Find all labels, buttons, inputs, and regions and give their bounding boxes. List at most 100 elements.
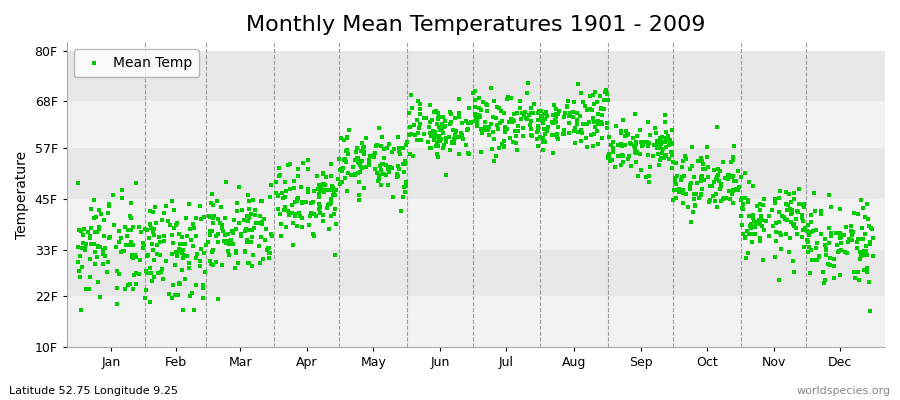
Point bbox=[856, 236, 870, 242]
Point bbox=[587, 131, 601, 137]
Point bbox=[206, 214, 220, 221]
Point bbox=[128, 252, 142, 258]
Point bbox=[756, 257, 770, 263]
Point bbox=[606, 144, 620, 151]
Point bbox=[757, 227, 771, 233]
Bar bbox=[67, 50, 885, 101]
Point bbox=[277, 206, 292, 213]
Point bbox=[429, 142, 444, 149]
Point bbox=[804, 212, 818, 218]
Point bbox=[318, 186, 332, 193]
Point bbox=[175, 250, 189, 256]
Point bbox=[594, 119, 608, 126]
Point bbox=[390, 174, 404, 180]
Point bbox=[573, 127, 588, 134]
Point bbox=[556, 127, 571, 134]
Point bbox=[530, 136, 544, 142]
Point bbox=[843, 228, 858, 235]
Point bbox=[369, 170, 383, 176]
Point bbox=[311, 182, 326, 188]
Point bbox=[397, 169, 411, 175]
Bar bbox=[67, 148, 885, 199]
Point bbox=[688, 202, 702, 208]
Point bbox=[157, 232, 171, 239]
Point bbox=[530, 117, 544, 123]
Point bbox=[142, 220, 157, 227]
Point bbox=[824, 230, 838, 236]
Point bbox=[614, 141, 628, 147]
Point bbox=[254, 234, 268, 240]
Point bbox=[649, 129, 663, 136]
Point bbox=[595, 112, 609, 118]
Point bbox=[791, 209, 806, 216]
Point bbox=[214, 225, 229, 231]
Point bbox=[245, 263, 259, 269]
Point bbox=[479, 101, 493, 107]
Point bbox=[822, 191, 836, 198]
Point bbox=[525, 133, 539, 139]
Point bbox=[140, 270, 154, 276]
Point bbox=[432, 127, 446, 133]
Point bbox=[642, 179, 656, 185]
Point bbox=[204, 249, 219, 255]
Point bbox=[768, 200, 782, 206]
Point bbox=[147, 226, 161, 232]
Point bbox=[436, 144, 451, 151]
Point bbox=[783, 211, 797, 217]
Point bbox=[567, 128, 581, 134]
Point bbox=[385, 165, 400, 171]
Point bbox=[744, 239, 759, 246]
Point bbox=[122, 212, 137, 219]
Point bbox=[590, 110, 605, 117]
Point bbox=[402, 110, 417, 117]
Point bbox=[399, 142, 413, 148]
Point bbox=[118, 286, 132, 292]
Point bbox=[443, 121, 457, 128]
Point bbox=[539, 109, 554, 116]
Point bbox=[417, 131, 431, 138]
Point bbox=[375, 161, 390, 167]
Point bbox=[265, 232, 279, 239]
Point bbox=[728, 178, 742, 184]
Point bbox=[299, 198, 313, 205]
Point bbox=[509, 140, 524, 147]
Point bbox=[745, 239, 760, 245]
Point bbox=[115, 187, 130, 194]
Point bbox=[805, 256, 819, 263]
Point bbox=[682, 182, 697, 188]
Point bbox=[197, 214, 211, 220]
Point bbox=[112, 228, 126, 234]
Point bbox=[431, 138, 446, 144]
Point bbox=[294, 224, 309, 230]
Point bbox=[263, 250, 277, 256]
Point bbox=[86, 241, 101, 247]
Point bbox=[834, 240, 849, 246]
Point bbox=[293, 184, 308, 190]
Point bbox=[623, 140, 637, 147]
Point bbox=[691, 158, 706, 164]
Point bbox=[436, 142, 451, 148]
Point bbox=[123, 281, 138, 287]
Point bbox=[261, 244, 275, 251]
Point bbox=[374, 182, 389, 188]
Point bbox=[380, 145, 394, 151]
Point bbox=[618, 128, 633, 134]
Point bbox=[696, 165, 710, 172]
Point bbox=[153, 239, 167, 246]
Point bbox=[545, 120, 560, 126]
Point bbox=[125, 286, 140, 293]
Point bbox=[551, 136, 565, 142]
Point bbox=[98, 252, 112, 259]
Point bbox=[556, 130, 571, 137]
Point bbox=[536, 120, 550, 126]
Point bbox=[180, 232, 194, 239]
Point bbox=[165, 295, 179, 301]
Point bbox=[92, 206, 106, 213]
Point bbox=[186, 307, 201, 313]
Point bbox=[675, 164, 689, 170]
Point bbox=[295, 215, 310, 222]
Point bbox=[561, 98, 575, 104]
Point bbox=[676, 200, 690, 206]
Point bbox=[84, 224, 98, 231]
Point bbox=[165, 198, 179, 204]
